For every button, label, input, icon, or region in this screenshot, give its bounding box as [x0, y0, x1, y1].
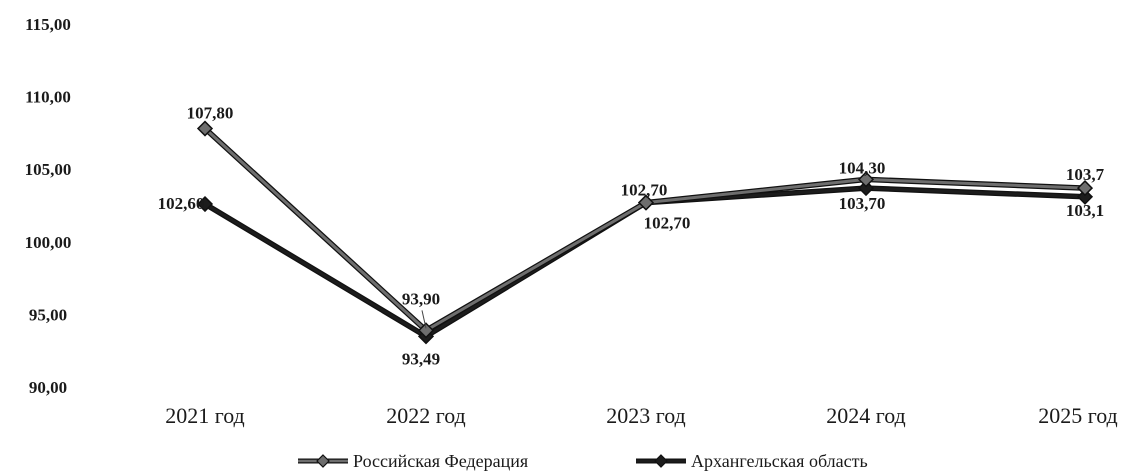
legend-label: Архангельская область — [691, 451, 868, 471]
data-label: 107,80 — [187, 104, 234, 123]
y-tick-label: 110,00 — [25, 88, 71, 107]
data-label: 93,49 — [402, 349, 440, 368]
series-marker — [196, 120, 214, 137]
series-marker — [637, 194, 655, 211]
series-marker — [196, 195, 214, 213]
x-category-label: 2021 год — [165, 403, 245, 428]
y-tick-label: 115,00 — [25, 15, 71, 34]
data-label: 102,60 — [158, 194, 205, 213]
series-marker — [417, 322, 435, 339]
data-label: 102,70 — [621, 181, 668, 200]
data-label: 103,7 — [1066, 165, 1105, 184]
data-label: 93,90 — [402, 289, 440, 308]
data-label: 103,70 — [839, 194, 886, 213]
x-axis: 2021 год 2022 год 2023 год 2024 год 2025 год — [165, 403, 1118, 428]
series-line-outline — [203, 185, 1086, 340]
data-labels: 107,80 93,90 102,70 104,30 103,7 102,60 93,49 1… — [158, 104, 1105, 369]
series-marker — [1076, 180, 1094, 197]
data-label: 103,1 — [1066, 201, 1104, 220]
legend-label: Российская Федерация — [353, 451, 528, 471]
series-marker — [857, 180, 875, 197]
legend-marker — [654, 454, 668, 468]
series-line — [204, 186, 1086, 338]
series-marker — [857, 171, 875, 188]
y-tick-label: 95,00 — [29, 305, 67, 324]
data-label: 102,70 — [644, 214, 691, 233]
y-tick-label: 105,00 — [25, 160, 72, 179]
series-marker — [1076, 188, 1094, 205]
x-category-label: 2025 год — [1038, 403, 1118, 428]
leader-line — [421, 310, 427, 329]
x-category-label: 2023 год — [606, 403, 686, 428]
y-tick-label: 90,00 — [29, 378, 67, 397]
y-tick-label: 100,00 — [25, 233, 72, 252]
data-label: 104,30 — [839, 158, 886, 177]
y-axis: 90,00 95,00 100,00 105,00 110,00 115,00 — [25, 15, 72, 397]
x-category-label: 2024 год — [826, 403, 906, 428]
series-layer — [196, 120, 1094, 345]
legend-marker — [316, 454, 330, 468]
legend: Российская Федерация Архангельская област… — [298, 451, 868, 471]
x-category-label: 2022 год — [386, 403, 466, 428]
